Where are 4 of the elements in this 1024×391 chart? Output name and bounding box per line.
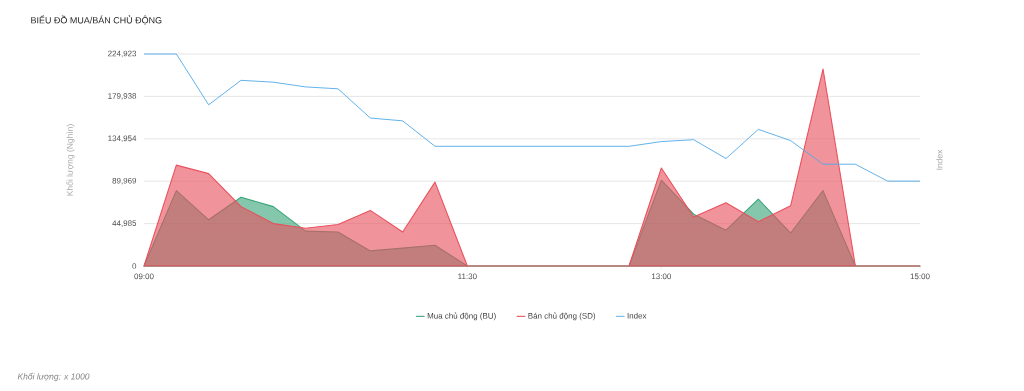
chart-title: BIỂU ĐỒ MUA/BÁN CHỦ ĐỘNG — [31, 15, 162, 25]
y-axis-title: Khối lượng (Nghìn) — [66, 124, 75, 196]
y2-axis-title: Index — [936, 149, 943, 170]
text: Khối lượng: x 1000 — [17, 372, 90, 382]
